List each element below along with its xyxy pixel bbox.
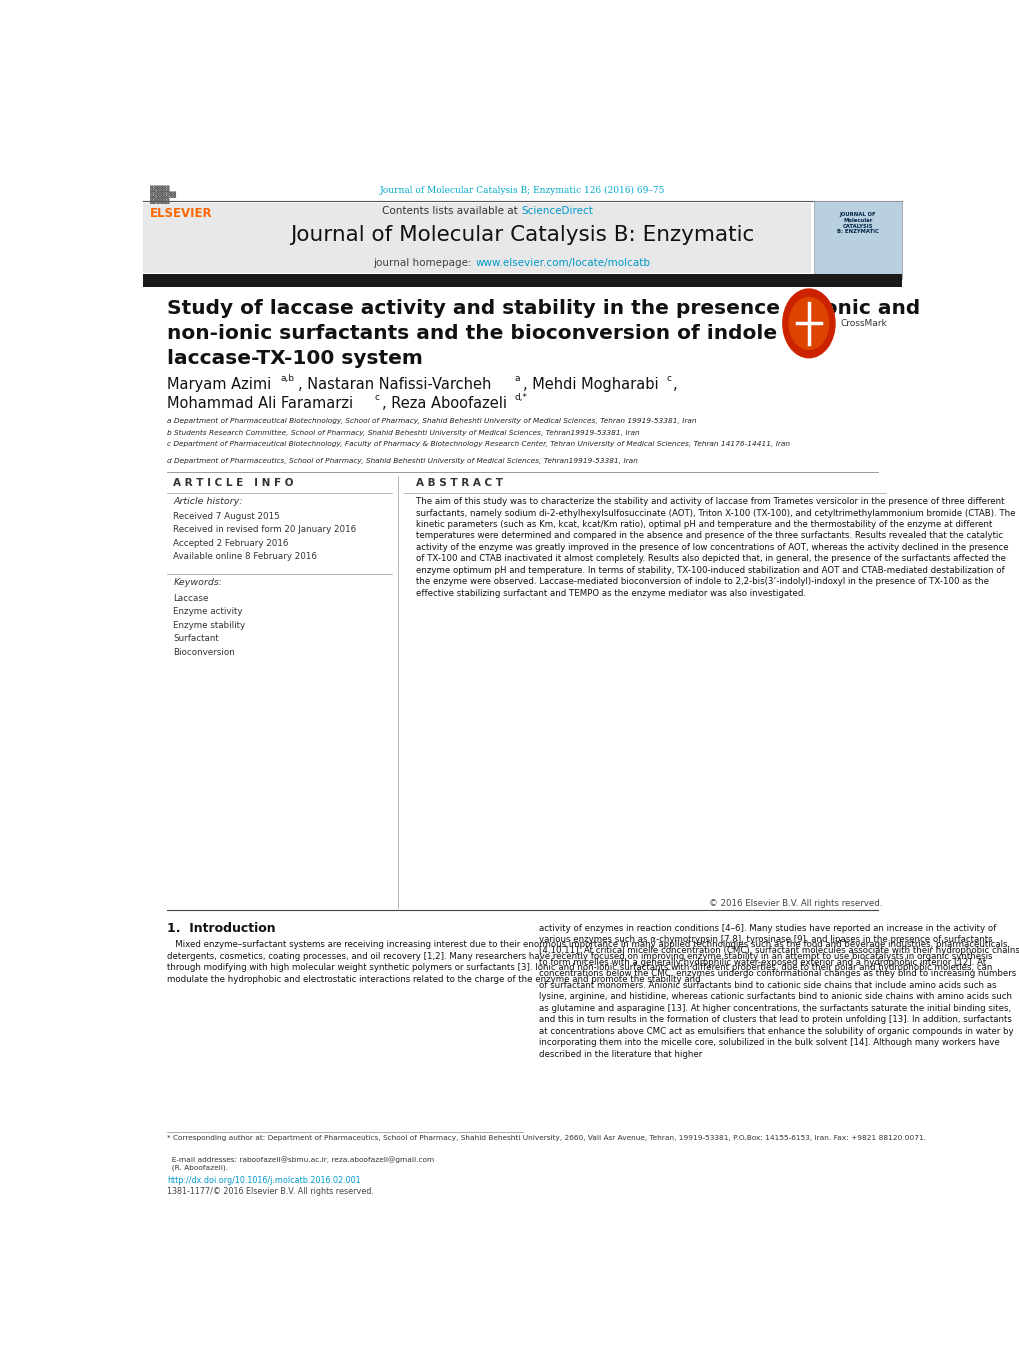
FancyBboxPatch shape [813, 200, 902, 278]
Text: d,*: d,* [515, 393, 527, 403]
Text: ,: , [673, 377, 677, 392]
Text: , Nastaran Nafissi-Varcheh: , Nastaran Nafissi-Varcheh [298, 377, 491, 392]
Text: Article history:: Article history: [173, 497, 243, 507]
Text: * Corresponding author at: Department of Pharmaceutics, School of Pharmacy, Shah: * Corresponding author at: Department of… [167, 1135, 925, 1140]
Text: Journal of Molecular Catalysis B: Enzymatic: Journal of Molecular Catalysis B: Enzyma… [290, 224, 754, 245]
Text: Available online 8 February 2016: Available online 8 February 2016 [173, 553, 317, 561]
Text: Enzyme activity: Enzyme activity [173, 608, 243, 616]
FancyBboxPatch shape [143, 274, 902, 286]
Text: A R T I C L E   I N F O: A R T I C L E I N F O [173, 478, 293, 488]
Text: Surfactant: Surfactant [173, 635, 219, 643]
FancyBboxPatch shape [143, 203, 810, 273]
Text: ELSEVIER: ELSEVIER [150, 207, 212, 220]
Text: Received in revised form 20 January 2016: Received in revised form 20 January 2016 [173, 526, 356, 534]
Text: © 2016 Elsevier B.V. All rights reserved.: © 2016 Elsevier B.V. All rights reserved… [708, 898, 881, 908]
Text: 1.  Introduction: 1. Introduction [167, 921, 275, 935]
Circle shape [789, 297, 827, 350]
Text: Enzyme stability: Enzyme stability [173, 621, 246, 630]
Circle shape [782, 289, 835, 358]
Text: The aim of this study was to characterize the stability and activity of laccase : The aim of this study was to characteriz… [416, 497, 1015, 597]
Text: (R. Aboofazeli).: (R. Aboofazeli). [167, 1165, 228, 1171]
Text: Accepted 2 February 2016: Accepted 2 February 2016 [173, 539, 288, 547]
Text: ▓▓▓▓▓▓
▓▓▓▓▓▓▓▓
▓▓▓▓▓▓: ▓▓▓▓▓▓ ▓▓▓▓▓▓▓▓ ▓▓▓▓▓▓ [150, 185, 175, 204]
Text: , Reza Aboofazeli: , Reza Aboofazeli [382, 396, 506, 411]
Text: Keywords:: Keywords: [173, 578, 222, 588]
Text: CrossMark: CrossMark [840, 319, 887, 328]
Text: E-mail addresses: raboofazeli@sbmu.ac.ir, reza.aboofazeli@gmail.com: E-mail addresses: raboofazeli@sbmu.ac.ir… [167, 1156, 434, 1163]
Text: a: a [515, 374, 520, 384]
Text: Maryam Azimi: Maryam Azimi [167, 377, 271, 392]
Text: a,b: a,b [280, 374, 293, 384]
Text: ScienceDirect: ScienceDirect [521, 205, 592, 216]
Text: c: c [374, 393, 379, 403]
Text: c Department of Pharmaceutical Biotechnology, Faculty of Pharmacy & Biotechnolog: c Department of Pharmaceutical Biotechno… [167, 440, 790, 447]
Text: Mixed enzyme–surfactant systems are receiving increasing interest due to their e: Mixed enzyme–surfactant systems are rece… [167, 940, 1009, 984]
Text: d Department of Pharmaceutics, School of Pharmacy, Shahid Beheshti University of: d Department of Pharmaceutics, School of… [167, 458, 637, 463]
Text: www.elsevier.com/locate/molcatb: www.elsevier.com/locate/molcatb [475, 258, 650, 269]
Text: Mohammad Ali Faramarzi: Mohammad Ali Faramarzi [167, 396, 353, 411]
Text: Received 7 August 2015: Received 7 August 2015 [173, 512, 280, 520]
Text: a Department of Pharmaceutical Biotechnology, School of Pharmacy, Shahid Behesht: a Department of Pharmaceutical Biotechno… [167, 417, 696, 424]
Text: Bioconversion: Bioconversion [173, 648, 234, 657]
Text: Contents lists available at: Contents lists available at [382, 205, 521, 216]
Text: Journal of Molecular Catalysis B; Enzymatic 126 (2016) 69–75: Journal of Molecular Catalysis B; Enzyma… [380, 186, 664, 195]
Text: activity of enzymes in reaction conditions [4–6]. Many studies have reported an : activity of enzymes in reaction conditio… [538, 924, 1018, 1059]
Text: Study of laccase activity and stability in the presence of ionic and
non-ionic s: Study of laccase activity and stability … [167, 300, 919, 369]
Text: Laccase: Laccase [173, 594, 209, 603]
Text: journal homepage:: journal homepage: [373, 258, 475, 269]
Text: A B S T R A C T: A B S T R A C T [416, 478, 502, 488]
Text: , Mehdi Mogharabi: , Mehdi Mogharabi [522, 377, 657, 392]
Text: c: c [666, 374, 671, 384]
Text: JOURNAL OF
Molecular
CATALYSIS
B: ENZYMATIC: JOURNAL OF Molecular CATALYSIS B: ENZYMA… [837, 212, 878, 235]
Text: http://dx.doi.org/10.1016/j.molcatb.2016.02.001: http://dx.doi.org/10.1016/j.molcatb.2016… [167, 1177, 361, 1185]
Text: 1381-1177/© 2016 Elsevier B.V. All rights reserved.: 1381-1177/© 2016 Elsevier B.V. All right… [167, 1186, 374, 1196]
Text: b Students Research Committee, School of Pharmacy, Shahid Beheshti University of: b Students Research Committee, School of… [167, 430, 639, 435]
